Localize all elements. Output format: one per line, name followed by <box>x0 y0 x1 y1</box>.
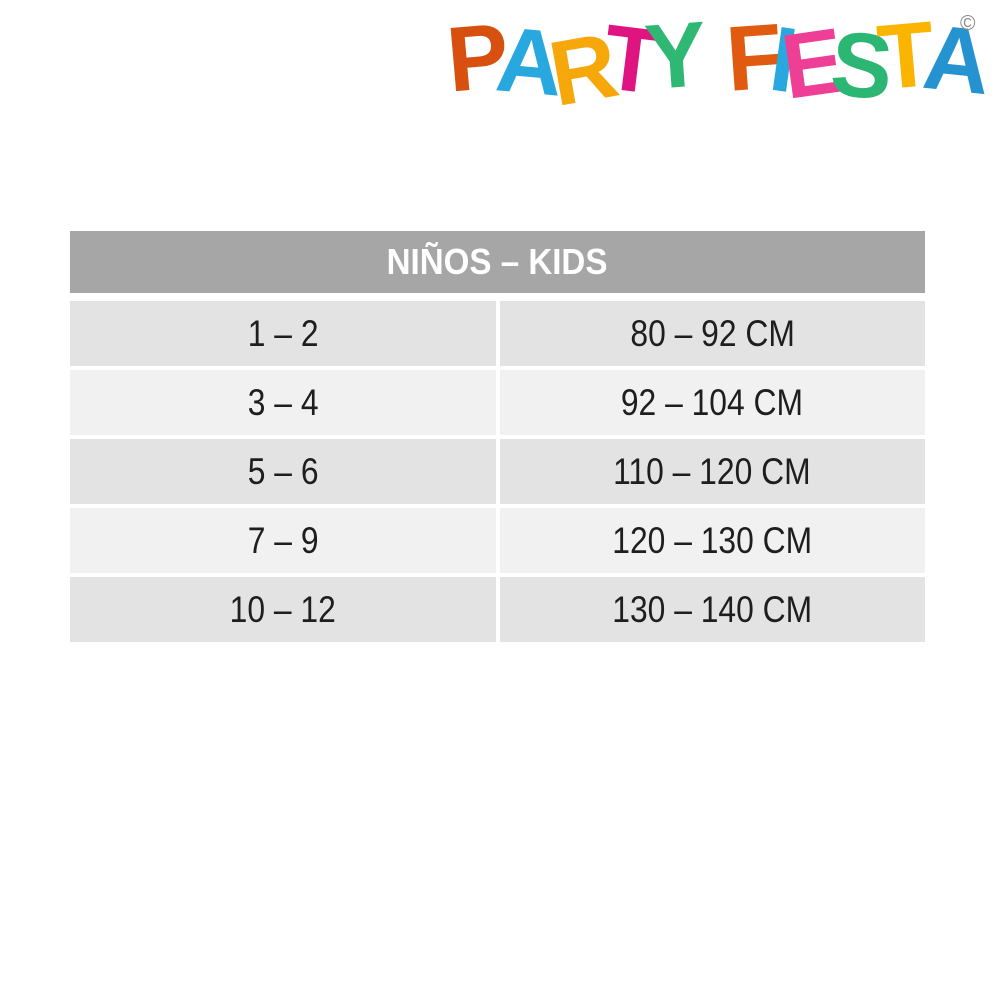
table-header: NIÑOS – KIDS <box>70 231 925 293</box>
table-header-label: NIÑOS – KIDS <box>387 241 608 282</box>
height-value: 130 – 140 CM <box>612 588 813 630</box>
height-cell: 130 – 140 CM <box>499 577 925 642</box>
height-cell: 110 – 120 CM <box>499 439 925 504</box>
age-value: 3 – 4 <box>247 381 319 423</box>
age-cell: 1 – 2 <box>70 301 496 366</box>
height-cell: 120 – 130 CM <box>499 508 925 573</box>
size-chart-table: NIÑOS – KIDS 1 – 2 80 – 92 CM 3 – 4 92 – 10… <box>70 231 925 646</box>
logo-letter-a-10: A <box>918 5 995 115</box>
age-value: 5 – 6 <box>247 450 319 492</box>
age-value: 7 – 9 <box>247 519 319 561</box>
table-row: 5 – 6 110 – 120 CM <box>70 439 925 504</box>
table-row: 7 – 9 120 – 130 CM <box>70 508 925 573</box>
age-value: 10 – 12 <box>229 588 336 630</box>
age-cell: 5 – 6 <box>70 439 496 504</box>
height-value: 92 – 104 CM <box>621 381 804 423</box>
height-value: 120 – 130 CM <box>612 519 813 561</box>
logo-letter-y-4: Y <box>642 3 711 110</box>
table-row: 10 – 12 130 – 140 CM <box>70 577 925 642</box>
table-row: 1 – 2 80 – 92 CM <box>70 301 925 366</box>
age-cell: 7 – 9 <box>70 508 496 573</box>
age-value: 1 – 2 <box>247 312 319 354</box>
copyright-icon: © <box>960 12 976 35</box>
height-cell: 92 – 104 CM <box>499 370 925 435</box>
age-cell: 10 – 12 <box>70 577 496 642</box>
table-row: 3 – 4 92 – 104 CM <box>70 370 925 435</box>
age-cell: 3 – 4 <box>70 370 496 435</box>
height-value: 80 – 92 CM <box>629 312 795 354</box>
height-value: 110 – 120 CM <box>613 450 812 492</box>
height-cell: 80 – 92 CM <box>499 301 925 366</box>
table-body: 1 – 2 80 – 92 CM 3 – 4 92 – 104 CM 5 – 6 110 … <box>70 301 925 642</box>
